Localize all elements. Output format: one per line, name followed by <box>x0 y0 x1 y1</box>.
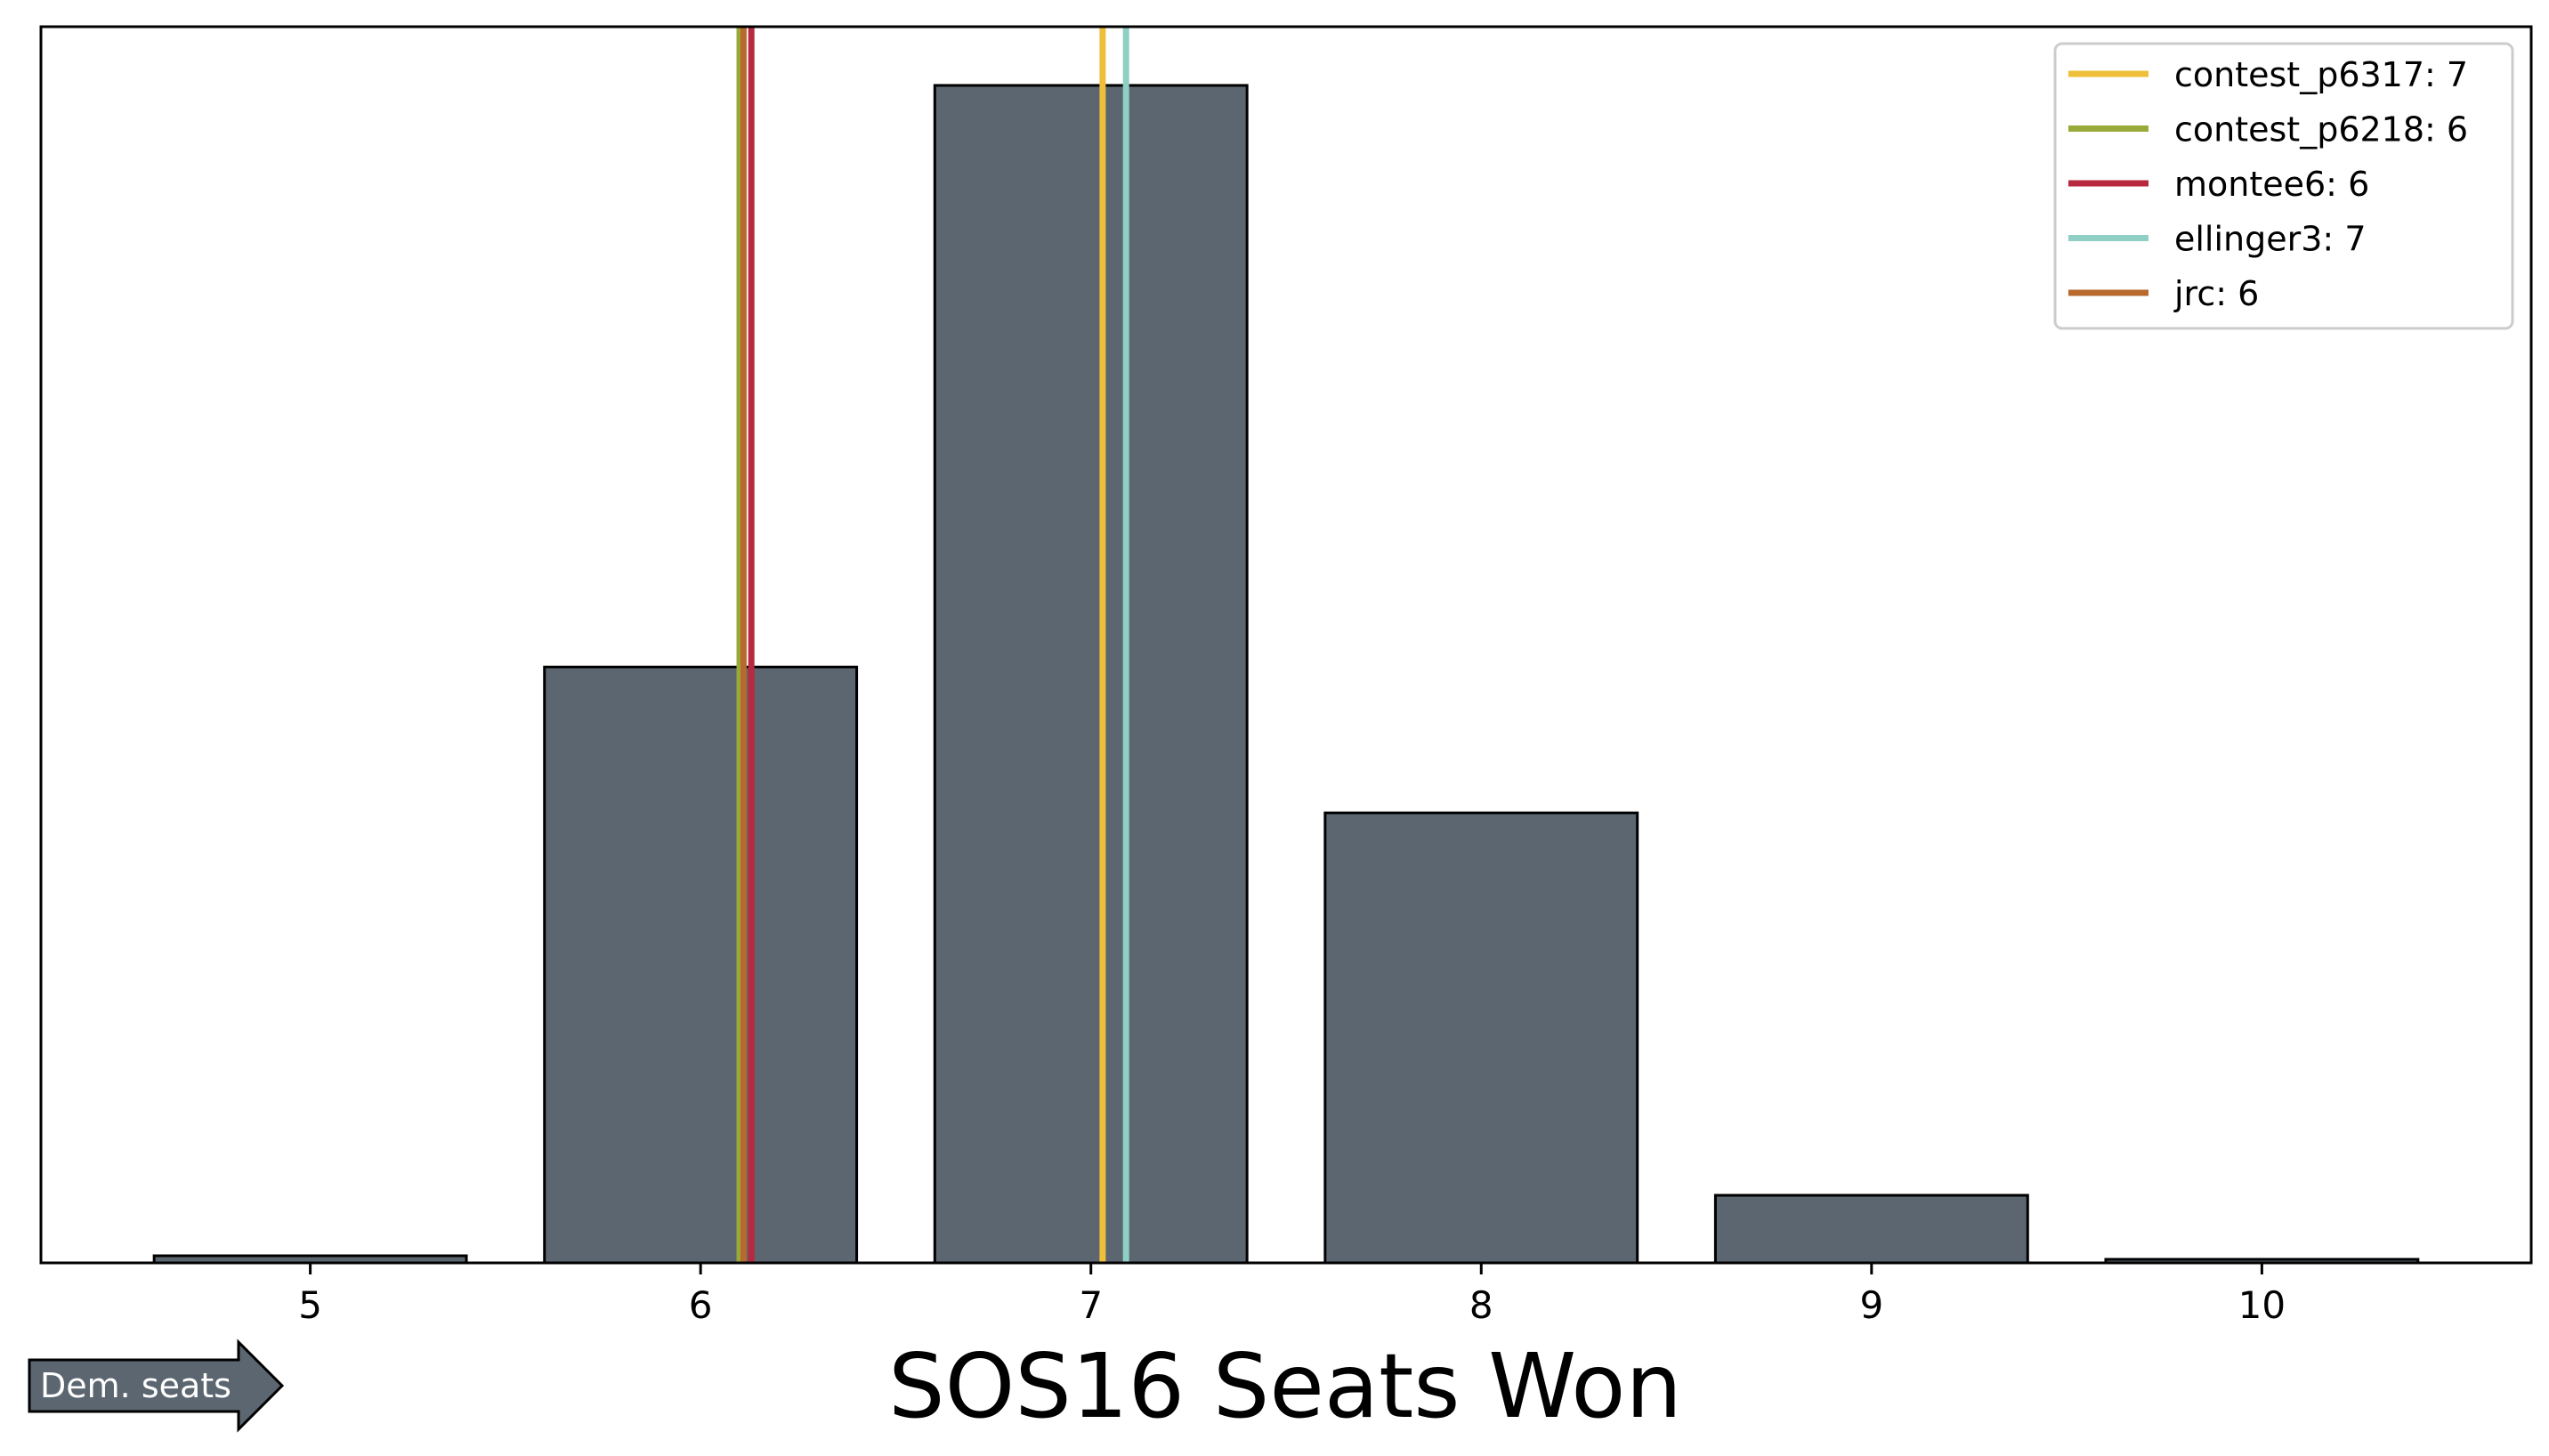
bar-9 <box>1713 1193 2029 1265</box>
x-axis-ticks: 5 6 7 8 9 10 <box>298 1263 2286 1327</box>
bar-8 <box>1323 811 1639 1265</box>
plot-area-frame <box>39 25 2533 1265</box>
legend: contest_p6317: 7 contest_p6218: 6 montee6:… <box>2053 42 2514 330</box>
legend-label-2: montee6: 6 <box>2174 165 2369 204</box>
x-tick-label-9: 9 <box>1859 1283 1883 1327</box>
x-tick-label-6: 6 <box>689 1283 713 1327</box>
x-tick-label-10: 10 <box>2238 1283 2286 1327</box>
x-tick-label-8: 8 <box>1469 1283 1493 1327</box>
legend-box <box>2053 42 2514 330</box>
legend-label-3: ellinger3: 7 <box>2174 220 2367 259</box>
reference-lines-group <box>736 27 1129 1263</box>
bar-6 <box>543 665 859 1265</box>
x-tick-label-5: 5 <box>298 1283 322 1327</box>
chart-title: SOS16 Seats Won <box>888 1334 1682 1438</box>
dem-seats-label: Dem. seats <box>40 1366 231 1405</box>
bars-group <box>152 84 2420 1265</box>
legend-label-0: contest_p6317: 7 <box>2174 55 2468 94</box>
x-tick-label-7: 7 <box>1079 1283 1103 1327</box>
dem-seats-arrow: Dem. seats <box>28 1339 285 1433</box>
legend-label-1: contest_p6218: 6 <box>2174 110 2468 150</box>
arrow-icon <box>28 1339 285 1433</box>
bar-7 <box>933 84 1249 1265</box>
legend-label-4: jrc: 6 <box>2173 274 2259 313</box>
